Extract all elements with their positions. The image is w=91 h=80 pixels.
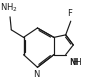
Text: F: F [68,9,72,18]
Text: NH: NH [69,58,82,67]
Text: N: N [69,58,75,67]
Text: NH$_2$: NH$_2$ [0,1,18,14]
Text: N: N [33,70,39,79]
Text: H: H [72,58,78,67]
